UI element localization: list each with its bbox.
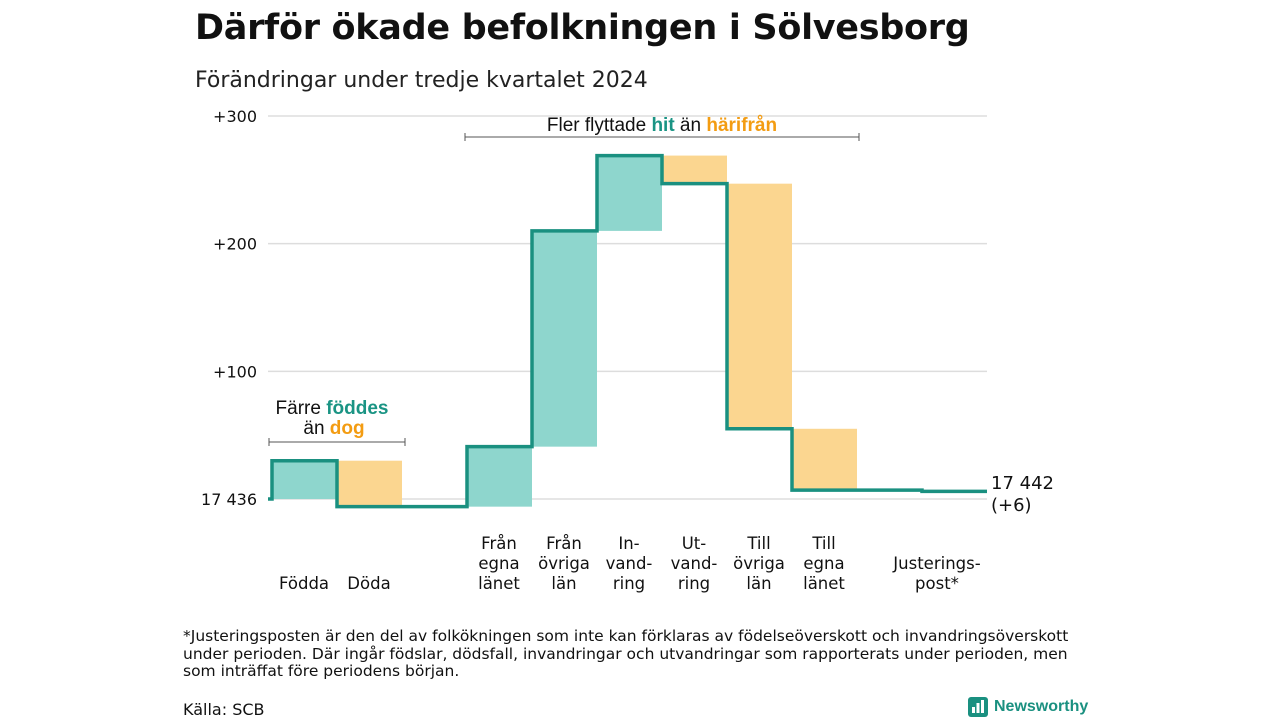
source-label: Källa: SCB xyxy=(183,700,265,719)
waterfall-bar xyxy=(792,428,857,491)
footnote: *Justeringsposten är den del av folkökni… xyxy=(183,627,1069,680)
end-change-label: (+6) xyxy=(991,495,1032,516)
svg-text:än dog: än dog xyxy=(303,418,364,439)
migration-annotation-harifran: härifrån xyxy=(706,115,777,136)
waterfall-bar xyxy=(727,183,792,429)
births-annotation-an: än xyxy=(303,418,329,439)
migration-annotation-mid: än xyxy=(675,115,707,136)
births-annotation-text: Färre xyxy=(276,398,327,419)
migration-annotation-text: Fler flyttade xyxy=(547,115,652,136)
y-tick-label: +100 xyxy=(213,362,257,381)
y-tick-label: +300 xyxy=(213,107,257,126)
x-tick-label: övriga xyxy=(733,554,785,573)
svg-text:Fler flyttade hit än härifrån: Fler flyttade hit än härifrån xyxy=(547,115,777,136)
births-annotation-foddes: föddes xyxy=(326,398,388,419)
x-tick-label: Från xyxy=(546,534,582,553)
waterfall-bar xyxy=(272,460,337,499)
x-tick-label: vand- xyxy=(671,554,718,573)
births-annotation-dog: dog xyxy=(330,418,365,439)
x-tick-label: egna xyxy=(478,554,519,573)
x-tick-label: post* xyxy=(915,574,959,593)
x-tick-label: Födda xyxy=(279,574,329,593)
waterfall-bar xyxy=(597,155,662,231)
end-value-label: 17 442 xyxy=(991,473,1054,494)
y-tick-label: 17 436 xyxy=(201,490,257,509)
x-tick-label: vand- xyxy=(606,554,653,573)
x-tick-label: Justerings- xyxy=(892,554,980,573)
x-tick-label: Från xyxy=(481,534,517,553)
newsworthy-icon xyxy=(968,697,988,717)
x-tick-label: övriga xyxy=(538,554,590,573)
cumulative-step-line xyxy=(268,153,987,509)
x-tick-label: Till xyxy=(811,534,835,553)
x-tick-label: län xyxy=(551,574,576,593)
chart-subtitle: Förändringar under tredje kvartalet 2024 xyxy=(195,68,648,93)
x-tick-label: länet xyxy=(803,574,845,593)
waterfall-bar xyxy=(467,446,532,507)
x-tick-label: Ut- xyxy=(682,534,707,553)
brand-logo: Newsworthy xyxy=(968,697,1088,717)
y-axis-ticks: +300 +200 +100 17 436 xyxy=(201,107,257,509)
x-tick-label: Döda xyxy=(347,574,390,593)
migration-annotation: Fler flyttade hit än härifrån xyxy=(464,115,860,141)
bars xyxy=(272,155,857,507)
waterfall-bar xyxy=(532,230,597,447)
x-tick-label: Till xyxy=(746,534,770,553)
births-annotation: Färre föddes än dog xyxy=(268,398,406,446)
x-tick-label: länet xyxy=(478,574,520,593)
svg-text:Färre föddes: Färre föddes xyxy=(276,398,389,419)
waterfall-bar xyxy=(662,155,727,184)
x-tick-label: ring xyxy=(678,574,710,593)
x-axis-labels: Födda DödaFrånegnalänetFrånövrigalänIn-va… xyxy=(279,534,981,593)
x-tick-label: egna xyxy=(803,554,844,573)
waterfall-bar xyxy=(337,460,402,507)
y-tick-label: +200 xyxy=(213,235,257,254)
brand-name: Newsworthy xyxy=(994,698,1089,715)
x-tick-label: In- xyxy=(618,534,639,553)
chart-title: Därför ökade befolkningen i Sölvesborg xyxy=(195,8,970,48)
x-tick-label: ring xyxy=(613,574,645,593)
x-tick-label: län xyxy=(746,574,771,593)
migration-annotation-hit: hit xyxy=(651,115,675,136)
